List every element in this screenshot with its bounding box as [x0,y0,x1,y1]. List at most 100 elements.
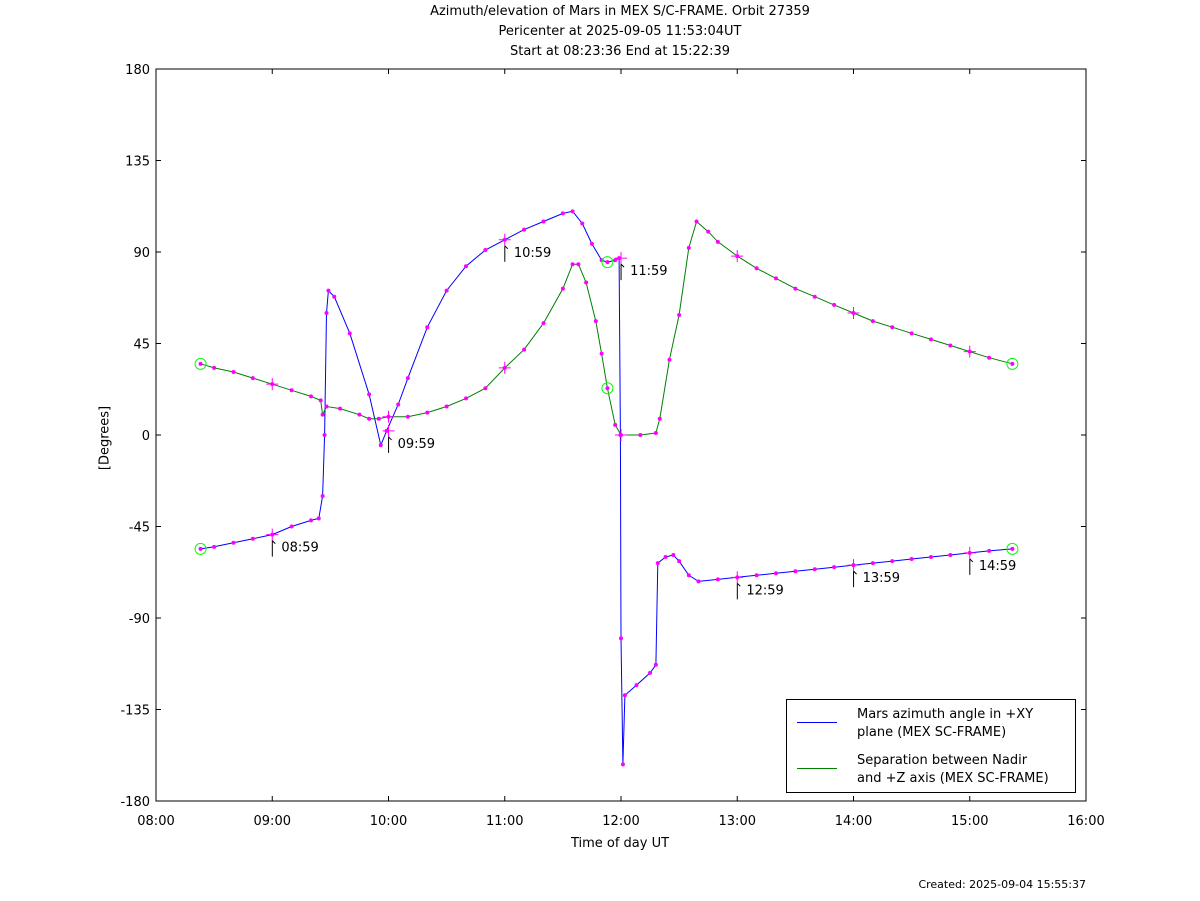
data-point-separation [584,280,589,285]
data-point-azimuth [332,294,337,299]
data-point-separation [987,355,992,360]
endpoint-circle [601,256,614,269]
data-point-separation [576,262,581,267]
data-point-azimuth [677,559,682,564]
hour-cross-marker [847,559,860,572]
data-point-separation [605,386,610,391]
data-point-separation [320,412,325,417]
data-point-separation [832,302,837,307]
data-point-separation [324,404,329,409]
annotation-label: 14:59 [979,559,1016,574]
data-point-azimuth [948,552,953,557]
legend-swatch-separation [797,768,837,769]
legend-label-separation-line2: and +Z axis (MEX SC-FRAME) [857,771,1049,786]
hour-cross-marker [382,424,395,437]
data-point-azimuth [870,561,875,566]
hour-cross-marker [266,528,279,541]
data-point-separation [425,410,430,415]
data-point-separation [694,219,699,224]
data-point-azimuth [320,494,325,498]
data-point-azimuth [464,264,468,269]
x-axis-label: Time of day UT [570,836,670,851]
data-point-separation [667,357,672,362]
data-point-separation [793,286,798,291]
data-point-separation [464,396,468,401]
y-tick-label: 0 [142,429,150,444]
data-point-azimuth [309,518,313,523]
endpoint-circle [194,542,207,555]
data-point-separation [483,386,488,391]
data-point-separation [613,422,618,427]
annotation-label: 12:59 [746,583,783,598]
x-tick-label: 13:00 [719,814,756,829]
data-point-azimuth [619,636,623,641]
annotation-arrow [388,436,392,453]
data-point-azimuth [653,662,658,667]
annotation-arrow [969,558,974,575]
data-point-separation [715,239,720,244]
data-point-azimuth [793,569,798,574]
data-point-azimuth [405,376,410,381]
x-tick-label: 15:00 [951,814,988,829]
data-point-separation [657,416,662,421]
x-tick-label: 16:00 [1067,814,1104,829]
y-tick-label: -180 [120,795,150,810]
data-point-azimuth [444,288,449,293]
data-point-separation [367,416,372,421]
data-point-azimuth [231,540,236,545]
data-point-separation [357,412,362,417]
data-point-azimuth [648,670,653,675]
data-point-azimuth [696,579,701,584]
data-point-azimuth [541,219,546,224]
hour-cross-marker [731,250,744,263]
series-line-azimuth [200,210,1013,765]
data-point-separation [638,433,643,437]
annotation-label: 08:59 [281,541,318,556]
chart-subtitle-time-range: Start at 08:23:36 End at 15:22:39 [509,44,731,59]
x-tick-label: 14:00 [835,814,872,829]
legend-label-azimuth-line2: plane (MEX SC-FRAME) [857,725,1007,740]
y-tick-label: -90 [129,612,150,627]
data-point-azimuth [605,260,610,265]
hour-cross-marker [266,378,279,391]
data-point-azimuth [715,577,720,582]
data-point-separation [677,313,682,318]
data-point-separation [289,388,294,393]
legend-swatch-azimuth [797,722,837,723]
data-point-azimuth [909,557,914,562]
y-tick-label: 45 [133,338,150,353]
x-tick-label: 11:00 [486,814,523,829]
data-point-separation [890,325,895,330]
y-tick-label: 180 [125,63,150,78]
data-point-azimuth [890,559,895,564]
legend-item-azimuth: Mars azimuth angle in +XY plane (MEX SC-… [787,702,1077,744]
data-point-azimuth [483,247,488,252]
y-tick-label: 135 [125,155,150,170]
chart-subtitle-pericenter: Pericenter at 2025-09-05 11:53:04UT [498,24,742,39]
created-timestamp: Created: 2025-09-04 15:55:37 [918,878,1086,891]
data-point-azimuth [655,561,660,566]
endpoint-circle [1006,357,1019,370]
x-tick-label: 10:00 [370,814,407,829]
data-point-azimuth [250,536,255,541]
data-point-azimuth [570,209,575,214]
annotation-label: 10:59 [514,246,551,261]
annotation-arrow [271,540,276,557]
data-point-azimuth [289,524,294,529]
data-point-azimuth [396,402,401,407]
data-point-separation [318,398,323,403]
data-point-separation [774,276,778,281]
endpoint-circle [194,357,207,370]
hour-cross-marker [615,252,627,265]
annotation-arrow [504,245,509,262]
y-axis-label: [Degrees] [97,405,113,471]
data-point-separation [653,430,658,435]
data-point-separation [909,331,914,336]
data-point-separation [870,319,875,324]
data-point-separation [376,416,381,421]
endpoint-circle [601,382,614,395]
data-point-separation [1010,361,1015,366]
endpoint-circle [1006,542,1019,555]
data-point-separation [686,245,691,250]
data-point-azimuth [671,552,676,557]
